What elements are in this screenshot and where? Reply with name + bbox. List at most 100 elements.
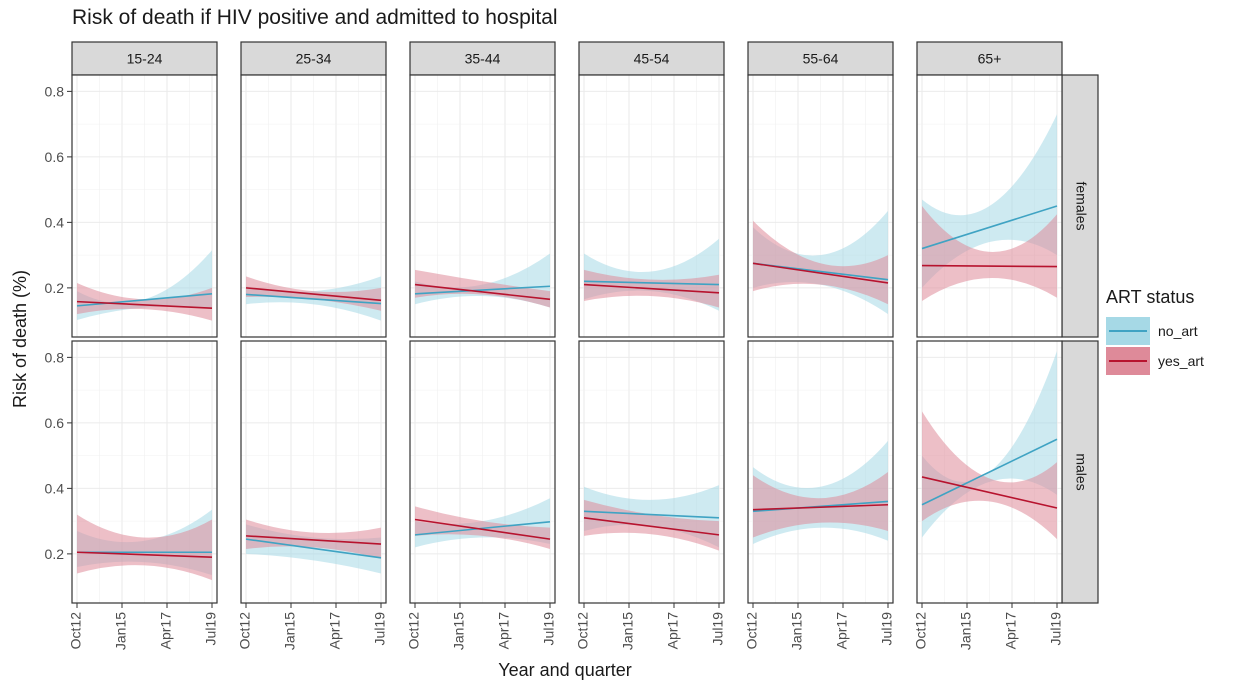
y-tick-label: 0.4 — [45, 480, 65, 496]
line-no-art — [76, 292, 213, 307]
x-tick-label: Oct12 — [744, 612, 760, 650]
panel-border — [578, 340, 725, 604]
strip-35-44 — [409, 41, 556, 76]
line-yes-art — [752, 503, 889, 511]
line-no-art — [414, 520, 551, 536]
strip-label-55-64: 55-64 — [803, 51, 839, 67]
panel-males-65plus — [916, 340, 1063, 604]
line-no-art — [583, 510, 720, 519]
panel-border — [747, 340, 894, 604]
x-tick-label: Jan15 — [451, 612, 467, 650]
x-tick-label: Oct12 — [68, 612, 84, 650]
legend-key-yes-art — [1106, 347, 1150, 375]
ribbon-yes-art — [753, 220, 888, 305]
x-tick-label: Apr17 — [327, 612, 343, 650]
line-no-art — [583, 280, 720, 286]
line-no-art — [245, 538, 382, 559]
legend-item-no-art: no_art — [1106, 316, 1236, 346]
line-no-art — [921, 438, 1058, 506]
legend-label-no-art: no_art — [1158, 323, 1198, 339]
strip-65plus — [916, 41, 1063, 76]
x-tick-label: Oct12 — [406, 612, 422, 650]
x-tick-label: Jan15 — [113, 612, 129, 650]
panel-border — [578, 74, 725, 338]
panel-females-15-24 — [71, 74, 218, 338]
panel-males-25-34 — [240, 340, 387, 604]
x-tick-label: Apr17 — [158, 612, 174, 650]
line-yes-art — [921, 476, 1058, 509]
legend-title: ART status — [1106, 287, 1195, 307]
ribbon-yes-art — [922, 411, 1057, 540]
line-yes-art — [921, 264, 1058, 268]
strip-males — [1061, 340, 1099, 604]
panel-males-45-54 — [578, 340, 725, 604]
strip-label-25-34: 25-34 — [296, 51, 332, 67]
chart-title: Risk of death if HIV positive and admitt… — [72, 6, 558, 29]
line-yes-art — [583, 283, 720, 294]
strip-label-females: females — [1073, 181, 1089, 230]
x-tick-label: Apr17 — [496, 612, 512, 650]
panel-border — [916, 340, 1063, 604]
panel-males-15-24 — [71, 340, 218, 604]
panel-males-35-44 — [409, 340, 556, 604]
x-tick-label: Oct12 — [913, 612, 929, 650]
x-tick-label: Jan15 — [620, 612, 636, 650]
x-tick-label: Jul19 — [710, 612, 726, 646]
legend-key-no-art — [1106, 317, 1150, 345]
ribbon-yes-art — [77, 514, 212, 581]
panel-border — [409, 74, 556, 338]
x-tick-label: Oct12 — [237, 612, 253, 650]
y-tick-label: 0.2 — [45, 280, 65, 296]
y-tick-label: 0.2 — [45, 546, 65, 562]
panel-border — [409, 340, 556, 604]
panel-border — [240, 74, 387, 338]
panel-females-35-44 — [409, 74, 556, 338]
ribbon-yes-art — [246, 519, 381, 559]
legend-item-yes-art: yes_art — [1106, 346, 1236, 376]
strip-label-15-24: 15-24 — [127, 51, 163, 67]
strip-label-males: males — [1073, 453, 1089, 490]
line-no-art — [245, 293, 382, 305]
strip-females — [1061, 74, 1099, 338]
y-tick-label: 0.6 — [45, 415, 65, 431]
x-tick-label: Jan15 — [958, 612, 974, 650]
x-tick-label: Jul19 — [541, 612, 557, 646]
y-axis-title: Risk of death (%) — [10, 270, 30, 408]
line-no-art — [414, 285, 551, 295]
x-tick-label: Jul19 — [879, 612, 895, 646]
panel-females-25-34 — [240, 74, 387, 338]
strip-label-45-54: 45-54 — [634, 51, 670, 67]
ribbon-yes-art — [77, 282, 212, 321]
line-yes-art — [414, 283, 551, 301]
panel-males-55-64 — [747, 340, 894, 604]
x-tick-label: Jan15 — [789, 612, 805, 650]
line-yes-art — [245, 287, 382, 302]
line-yes-art — [414, 518, 551, 540]
panel-border — [240, 340, 387, 604]
line-no-art — [752, 500, 889, 513]
x-tick-label: Jan15 — [282, 612, 298, 650]
line-yes-art — [76, 551, 213, 558]
x-tick-label: Jul19 — [1048, 612, 1064, 646]
strip-15-24 — [71, 41, 218, 76]
ribbon-yes-art — [922, 206, 1057, 301]
line-no-art — [921, 205, 1058, 250]
strip-label-65plus: 65+ — [978, 51, 1002, 67]
line-yes-art — [76, 300, 213, 309]
strip-label-35-44: 35-44 — [465, 51, 501, 67]
x-tick-label: Oct12 — [575, 612, 591, 650]
x-tick-label: Apr17 — [665, 612, 681, 650]
y-tick-label: 0.4 — [45, 214, 65, 230]
strip-45-54 — [578, 41, 725, 76]
panel-border — [71, 74, 218, 338]
x-axis-title: Year and quarter — [498, 660, 631, 680]
y-tick-label: 0.8 — [45, 83, 65, 99]
x-tick-label: Apr17 — [834, 612, 850, 650]
x-tick-label: Jul19 — [372, 612, 388, 646]
line-yes-art — [583, 517, 720, 536]
legend: ART status no_art yes_art — [1106, 287, 1236, 376]
ribbon-yes-art — [753, 472, 888, 538]
panel-border — [71, 340, 218, 604]
panel-females-45-54 — [578, 74, 725, 338]
